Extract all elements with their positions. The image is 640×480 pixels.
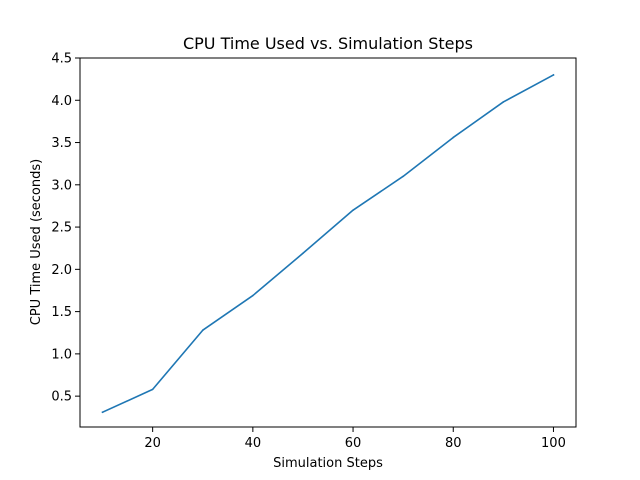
- y-tick-label: 2.5: [51, 221, 72, 236]
- x-tick-label: 60: [345, 436, 362, 451]
- chart-title: CPU Time Used vs. Simulation Steps: [183, 34, 473, 53]
- y-axis-label: CPU Time Used (seconds): [29, 159, 44, 325]
- x-axis-label: Simulation Steps: [273, 456, 383, 471]
- data-point: [151, 388, 154, 391]
- data-point: [101, 411, 104, 414]
- y-tick-label: 3.5: [51, 136, 72, 151]
- y-axis-ticks: 0.5 1.0 1.5 2.0 2.5 3.0 3.5 4.0 4.5: [51, 52, 80, 405]
- y-tick-label: 4.0: [51, 94, 72, 109]
- y-tick-label: 3.0: [51, 178, 72, 193]
- data-point: [302, 252, 304, 255]
- data-point: [201, 329, 204, 332]
- y-tick-label: 4.5: [51, 52, 72, 67]
- axes-frame: [79, 57, 577, 428]
- x-tick-label: 40: [245, 436, 262, 451]
- y-tick-label: 1.5: [51, 305, 72, 320]
- data-point: [352, 209, 354, 211]
- x-tick-label: 20: [144, 436, 161, 451]
- y-tick-label: 2.0: [51, 263, 72, 278]
- plot-area: [101, 73, 555, 414]
- data-point: [402, 175, 404, 178]
- y-tick-label: 0.5: [51, 390, 72, 405]
- y-tick-label: 1.0: [51, 347, 72, 362]
- x-axis-ticks: 20 40 60 80 100: [144, 427, 566, 451]
- data-point: [552, 74, 555, 76]
- x-tick-label: 80: [445, 436, 462, 451]
- data-point: [252, 294, 254, 297]
- data-point: [502, 101, 505, 103]
- series-line: [101, 73, 555, 414]
- x-tick-label: 100: [541, 436, 566, 451]
- data-point: [452, 136, 455, 139]
